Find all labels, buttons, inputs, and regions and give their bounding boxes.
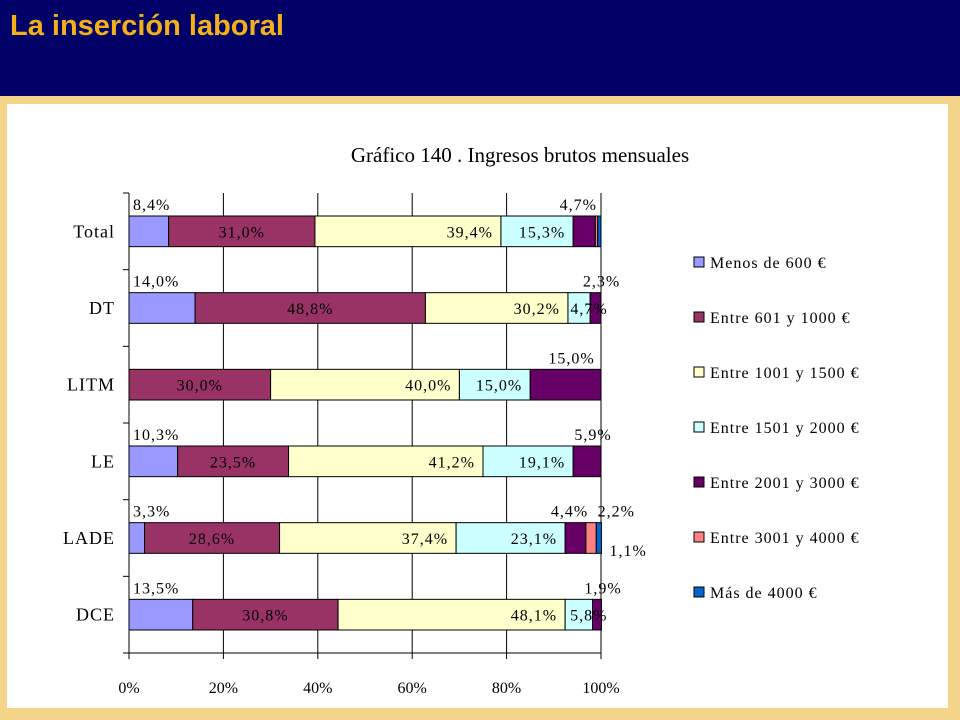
bar-segment xyxy=(455,522,566,554)
bar-segment xyxy=(572,445,602,478)
legend-swatch xyxy=(693,531,705,543)
data-label: 15,3% xyxy=(519,224,565,241)
data-label: 13,5% xyxy=(133,580,179,597)
axes: 0% 20% 40% 60% 80% 100% Total DT LITM LE LADE DCE xyxy=(63,192,620,697)
data-label: 14,0% xyxy=(133,274,179,291)
bar-segment xyxy=(128,368,272,401)
data-label: 1,1% xyxy=(609,543,646,560)
bar-segment xyxy=(128,598,194,631)
legend-swatch xyxy=(693,586,705,598)
data-label: 15,0% xyxy=(476,378,522,395)
bar-segment xyxy=(279,522,457,554)
data-labels: 8,4% 31,0% 39,4% 15,3% 4,7% 14,0% 48,8% 30,2% 4,… xyxy=(133,197,646,625)
data-label: 10,3% xyxy=(133,427,179,444)
legend-swatch xyxy=(693,311,705,323)
data-label: 41,2% xyxy=(429,454,475,471)
category-label: DT xyxy=(89,298,115,318)
data-label: 48,1% xyxy=(511,608,557,625)
x-tick-label: 20% xyxy=(209,680,238,697)
bar-segment xyxy=(128,292,196,324)
category-label: Total xyxy=(73,221,115,241)
category-label: LITM xyxy=(67,375,115,395)
legend-entry: Entre 2001 y 3000 € xyxy=(710,475,860,492)
chart-title: Gráfico 140 . Ingresos brutos mensuales xyxy=(350,143,690,167)
data-label: 39,4% xyxy=(447,224,493,241)
data-label: 30,8% xyxy=(242,608,288,625)
category-label: LADE xyxy=(63,528,115,548)
x-tick-label: 80% xyxy=(492,680,521,697)
bar-segment xyxy=(128,215,170,248)
legend-swatch xyxy=(693,421,705,433)
data-label: 37,4% xyxy=(402,531,448,548)
bar-segment xyxy=(288,445,484,478)
bar-segment xyxy=(529,368,602,401)
data-label: 23,5% xyxy=(210,454,256,471)
bar-segment xyxy=(589,292,602,324)
legend-entry: Entre 1001 y 1500 € xyxy=(710,365,860,382)
x-tick-label: 100% xyxy=(582,680,619,697)
legend-swatch xyxy=(693,256,705,268)
data-label: 5,8% xyxy=(570,608,607,625)
bar-segment xyxy=(314,215,502,248)
data-label: 4,7% xyxy=(560,197,597,214)
bar-segment xyxy=(597,215,602,248)
slide-title: La inserción laboral xyxy=(10,10,284,42)
bar-segment xyxy=(128,445,179,478)
data-label: 23,1% xyxy=(511,531,557,548)
bar-segment xyxy=(177,445,290,478)
bar-segment xyxy=(500,215,574,248)
data-label: 30,0% xyxy=(177,378,223,395)
data-label: 30,2% xyxy=(514,301,560,318)
bar-segment xyxy=(564,522,587,554)
data-label: 8,4% xyxy=(133,197,170,214)
bars xyxy=(128,215,602,631)
legend: Menos de 600 € Entre 601 y 1000 € Entre 10… xyxy=(693,255,860,602)
bar-segment xyxy=(458,368,531,401)
bar-segment xyxy=(592,598,602,631)
data-label: 1,9% xyxy=(584,580,621,597)
legend-entry: Menos de 600 € xyxy=(710,255,827,272)
data-label: 19,1% xyxy=(519,454,565,471)
bar-segment xyxy=(585,522,597,554)
data-label: 4,4% xyxy=(551,504,588,521)
legend-entry: Entre 601 y 1000 € xyxy=(710,310,851,327)
x-tick-label: 0% xyxy=(118,680,139,697)
data-label: 28,6% xyxy=(189,531,235,548)
data-label: 3,3% xyxy=(133,504,170,521)
data-label: 31,0% xyxy=(219,224,265,241)
data-label: 15,0% xyxy=(548,350,594,367)
gridlines xyxy=(222,193,602,653)
data-label: 40,0% xyxy=(405,378,451,395)
bar-segment xyxy=(194,292,426,324)
legend-entry: Más de 4000 € xyxy=(710,585,818,602)
bar-segment xyxy=(595,522,602,554)
legend-entry: Entre 1501 y 2000 € xyxy=(710,420,860,437)
legend-swatch xyxy=(693,366,705,378)
legend-swatch xyxy=(693,476,705,488)
bar-segment xyxy=(424,292,569,324)
data-label: 48,8% xyxy=(287,301,333,318)
data-label: 5,9% xyxy=(574,427,611,444)
category-label: DCE xyxy=(76,605,115,625)
data-label: 2,3% xyxy=(583,274,620,291)
category-label: LE xyxy=(91,451,115,471)
legend-entry: Entre 3001 y 4000 € xyxy=(710,530,860,547)
bar-segment xyxy=(572,215,596,248)
slide-header: La inserción laboral xyxy=(0,0,960,96)
x-tick-label: 40% xyxy=(303,680,332,697)
bar-segment xyxy=(168,215,316,248)
data-label: 2,2% xyxy=(598,504,635,521)
x-tick-label: 60% xyxy=(398,680,427,697)
bar-segment xyxy=(270,368,460,401)
data-label: 4,7% xyxy=(570,301,607,318)
bar-segment xyxy=(128,522,146,554)
